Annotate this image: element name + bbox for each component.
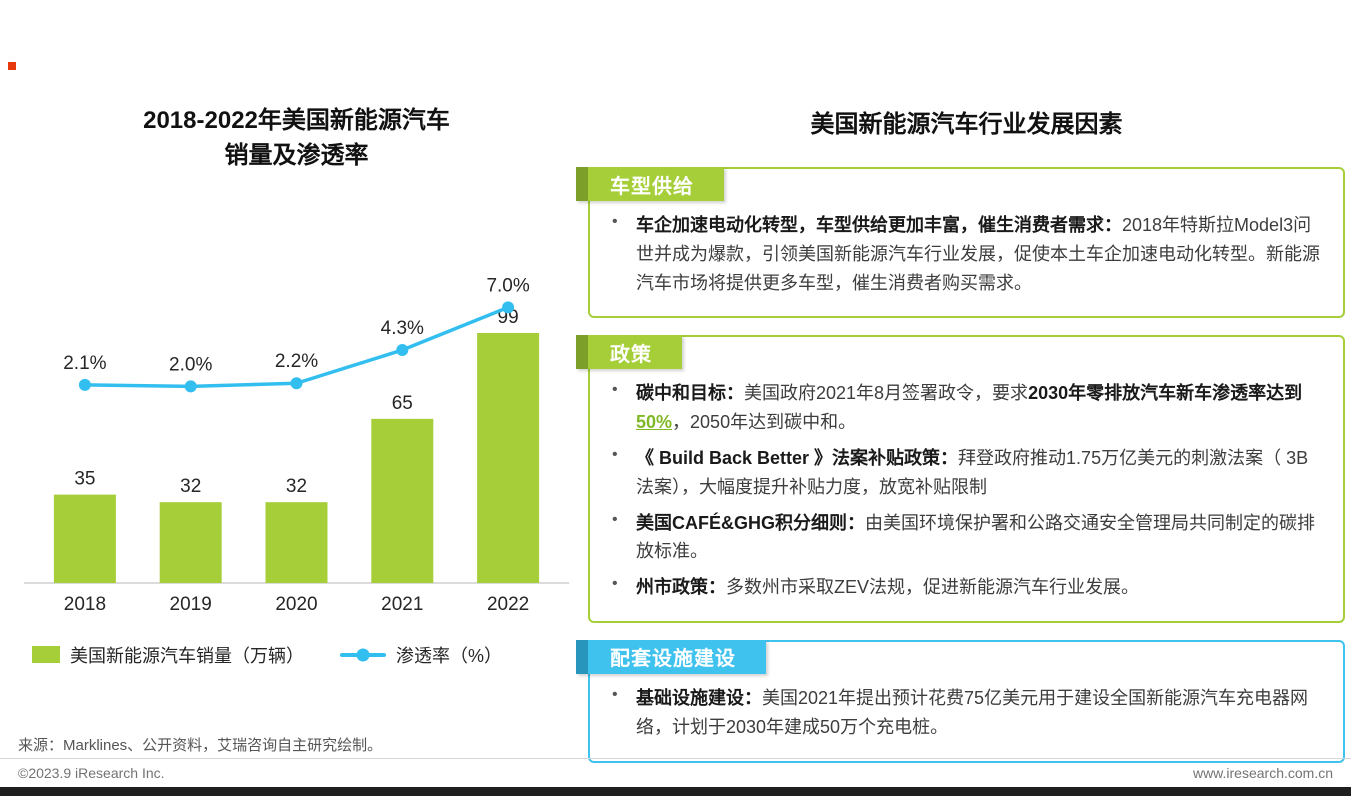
svg-text:7.0%: 7.0% bbox=[486, 275, 529, 296]
bullet-text: 美国CAFÉ&GHG积分细则：由美国环境保护署和公路交通安全管理局共同制定的碳排… bbox=[636, 512, 1315, 562]
legend-label-penetration: 渗透率（%） bbox=[396, 645, 503, 666]
chart-title-line1: 2018-2022年美国新能源汽车 bbox=[143, 107, 450, 134]
svg-text:2020: 2020 bbox=[275, 594, 317, 615]
legend-item-penetration: 渗透率（%） bbox=[340, 642, 502, 668]
svg-text:2.2%: 2.2% bbox=[275, 351, 318, 372]
bullet-text: 州市政策：多数州市采取ZEV法规，促进新能源汽车行业发展。 bbox=[636, 577, 1140, 598]
bullet-item: • 《 Build Back Better 》法案补贴政策：拜登政府推动1.75万… bbox=[612, 444, 1325, 502]
svg-text:99: 99 bbox=[498, 307, 519, 328]
bullet-item: • 碳中和目标：美国政府2021年8月签署政令，要求2030年零排放汽车新车渗透率… bbox=[612, 379, 1325, 437]
footer-bar bbox=[0, 787, 1351, 796]
bullet-marker: • bbox=[612, 510, 618, 528]
panel-title: 美国新能源汽车行业发展因素 bbox=[810, 111, 1123, 138]
tab-fold bbox=[576, 167, 588, 201]
bullet-marker: • bbox=[612, 381, 618, 399]
bullet-marker: • bbox=[612, 445, 618, 463]
legend-item-sales: 美国新能源汽车销量（万辆） bbox=[32, 642, 304, 668]
bullet-item: • 州市政策：多数州市采取ZEV法规，促进新能源汽车行业发展。 bbox=[612, 573, 1325, 602]
svg-text:4.3%: 4.3% bbox=[381, 318, 424, 339]
svg-text:2022: 2022 bbox=[487, 594, 529, 615]
section-vehicle-supply-header: 车型供给 bbox=[588, 167, 724, 201]
factors-panel: 美国新能源汽车行业发展因素 车型供给 • 车企加速电动化转型，车型供给更加丰富，催… bbox=[576, 104, 1345, 780]
bullet-list: • 碳中和目标：美国政府2021年8月签署政令，要求2030年零排放汽车新车渗透率… bbox=[612, 379, 1325, 602]
tab-fold bbox=[576, 639, 588, 674]
svg-text:65: 65 bbox=[392, 392, 413, 413]
tab-fold bbox=[576, 335, 588, 370]
bullet-marker: • bbox=[612, 213, 618, 230]
bullet-text: 基础设施建设：美国2021年提出预计花费75亿美元用于建设全国新能源汽车充电器网… bbox=[636, 687, 1309, 737]
svg-text:2018: 2018 bbox=[64, 594, 106, 615]
section-infrastructure-header: 配套设施建设 bbox=[588, 639, 766, 674]
chart-title-line2: 销量及渗透率 bbox=[224, 141, 369, 169]
line-dot-icon bbox=[356, 648, 370, 662]
sales-penetration-chart: 35 2018 32 2019 32 2020 65 2021 99 2022 2.1% 2.0% 2.… bbox=[24, 275, 569, 615]
bullet-item: • 基础设施建设：美国2021年提出预计花费75亿美元用于建设全国新能源汽车充电器… bbox=[612, 684, 1325, 742]
svg-text:35: 35 bbox=[74, 468, 95, 489]
svg-text:2.0%: 2.0% bbox=[169, 354, 212, 375]
chart-title: 2018-2022年美国新能源汽车 销量及渗透率 bbox=[24, 104, 569, 174]
legend-label-sales: 美国新能源汽车销量（万辆） bbox=[70, 645, 304, 666]
bullet-list: • 基础设施建设：美国2021年提出预计花费75亿美元用于建设全国新能源汽车充电器… bbox=[612, 684, 1325, 742]
line-swatch-icon bbox=[340, 648, 386, 662]
section-policy: 政策 • 碳中和目标：美国政府2021年8月签署政令，要求2030年零排放汽车新车… bbox=[576, 335, 1345, 623]
svg-text:32: 32 bbox=[180, 476, 201, 497]
bar-swatch-icon bbox=[32, 646, 60, 664]
bullet-item: • 车企加速电动化转型，车型供给更加丰富，催生消费者需求：2018年特斯拉Mode… bbox=[612, 211, 1325, 297]
section-vehicle-supply: 车型供给 • 车企加速电动化转型，车型供给更加丰富，催生消费者需求：2018年特斯… bbox=[576, 167, 1345, 319]
source-note: 来源：Marklines、公开资料，艾瑞咨询自主研究绘制。 bbox=[18, 737, 383, 754]
chart-legend: 美国新能源汽车销量（万辆） 渗透率（%） bbox=[24, 642, 569, 668]
section-infrastructure-tab: 配套设施建设 bbox=[576, 639, 766, 674]
section-policy-header: 政策 bbox=[588, 335, 682, 370]
svg-text:2.1%: 2.1% bbox=[63, 352, 106, 373]
svg-text:2019: 2019 bbox=[170, 594, 212, 615]
bullet-marker: • bbox=[612, 575, 618, 593]
bullet-text: 车企加速电动化转型，车型供给更加丰富，催生消费者需求：2018年特斯拉Model… bbox=[636, 215, 1320, 293]
footer-website: www.iresearch.com.cn bbox=[1192, 765, 1333, 781]
bullet-marker: • bbox=[612, 685, 618, 703]
footer: ©2023.9 iResearch Inc. www.iresearch.com… bbox=[0, 758, 1351, 796]
chart-panel: 2018-2022年美国新能源汽车 销量及渗透率 35 2018 32 2019 32 2… bbox=[24, 104, 569, 668]
bullet-item: • 美国CAFÉ&GHG积分细则：由美国环境保护署和公路交通安全管理局共同制定的碳… bbox=[612, 509, 1325, 567]
svg-text:32: 32 bbox=[286, 476, 307, 497]
section-policy-tab: 政策 bbox=[576, 335, 682, 370]
footer-copyright: ©2023.9 iResearch Inc. bbox=[18, 765, 165, 781]
bullet-text: 《 Build Back Better 》法案补贴政策：拜登政府推动1.75万亿… bbox=[636, 447, 1309, 497]
bullet-list: • 车企加速电动化转型，车型供给更加丰富，催生消费者需求：2018年特斯拉Mode… bbox=[612, 211, 1325, 297]
section-vehicle-supply-tab: 车型供给 bbox=[576, 167, 724, 201]
bullet-text: 碳中和目标：美国政府2021年8月签署政令，要求2030年零排放汽车新车渗透率达… bbox=[636, 383, 1303, 433]
svg-text:2021: 2021 bbox=[381, 594, 423, 615]
section-infrastructure: 配套设施建设 • 基础设施建设：美国2021年提出预计花费75亿美元用于建设全国新… bbox=[576, 639, 1345, 763]
brand-mark bbox=[8, 62, 16, 70]
